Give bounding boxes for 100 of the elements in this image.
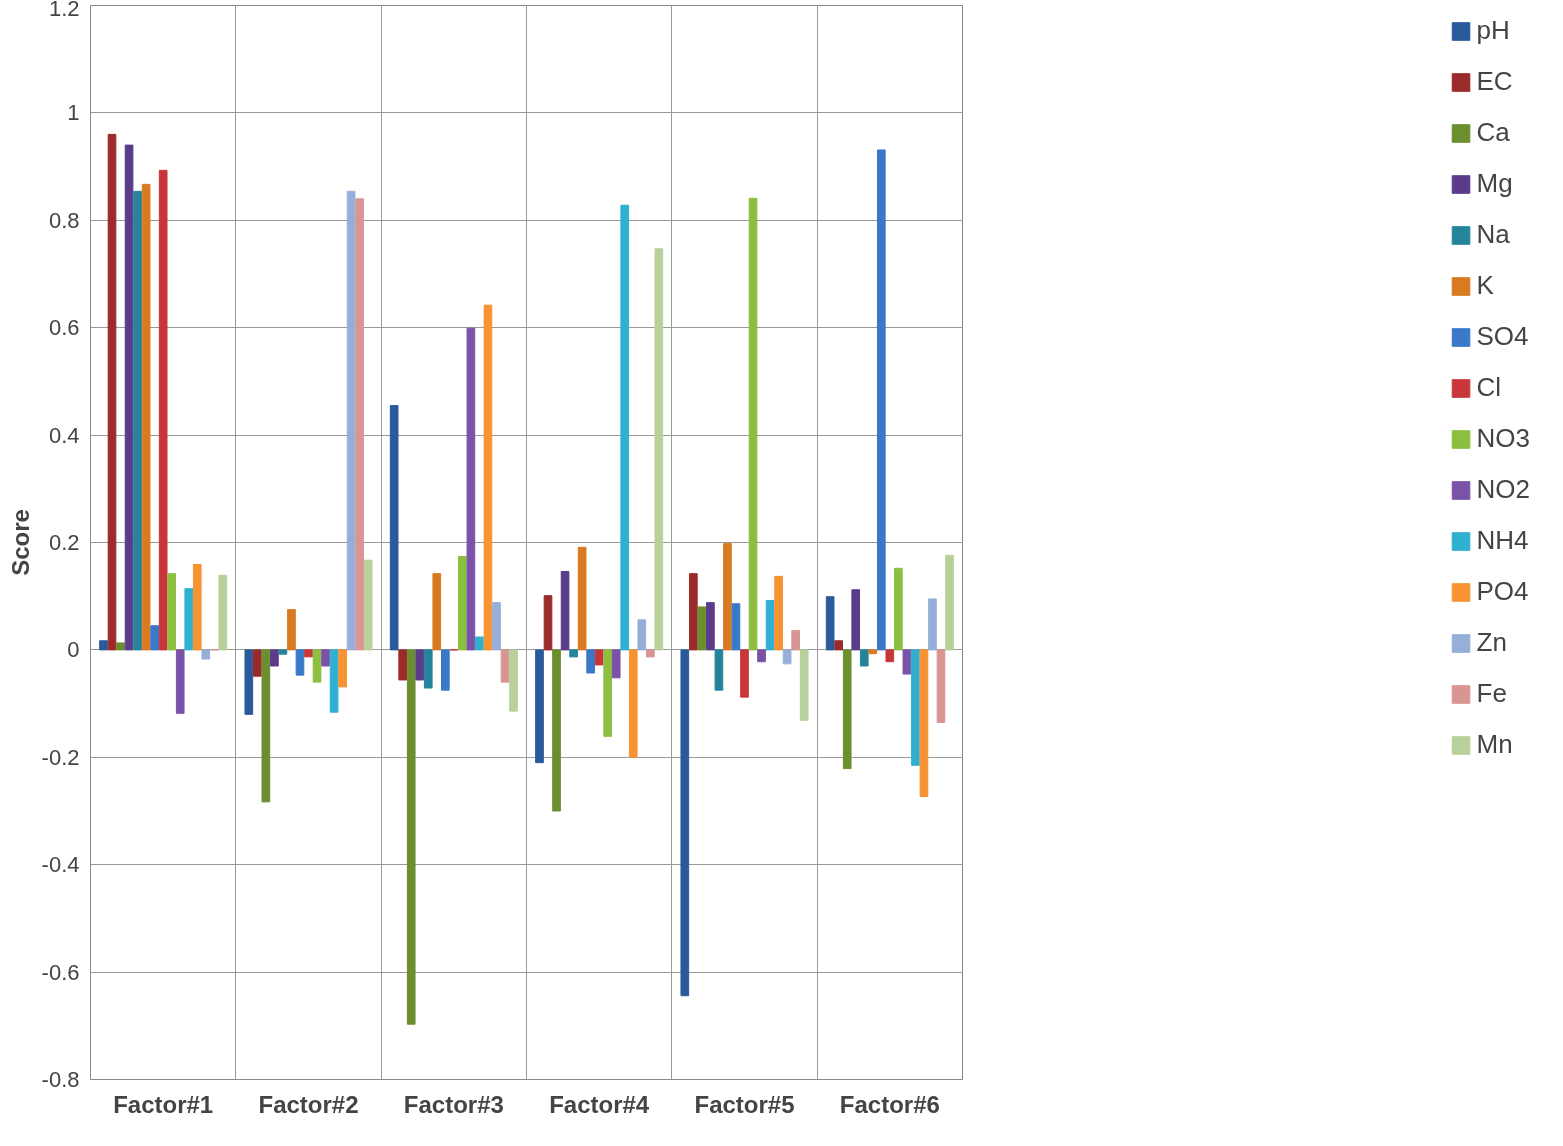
bar bbox=[603, 649, 613, 737]
bar bbox=[876, 149, 886, 651]
bar bbox=[500, 649, 510, 683]
bar bbox=[492, 602, 501, 651]
y-tick-label: 0.2 bbox=[48, 530, 80, 555]
bar bbox=[338, 649, 347, 688]
bar bbox=[158, 169, 168, 651]
x-tick-label: Factor#1 bbox=[113, 1090, 214, 1118]
bar bbox=[415, 649, 425, 681]
bar bbox=[475, 636, 484, 651]
legend-label: NO3 bbox=[1476, 423, 1530, 454]
bar bbox=[329, 649, 339, 713]
bar bbox=[859, 649, 869, 667]
bar bbox=[714, 649, 724, 691]
legend-label: K bbox=[1476, 270, 1495, 301]
bar bbox=[680, 649, 690, 997]
legend-label: pH bbox=[1476, 15, 1510, 46]
bar bbox=[654, 248, 664, 651]
x-tick-label: Factor#3 bbox=[403, 1090, 504, 1118]
bar bbox=[868, 649, 878, 655]
bar bbox=[535, 649, 544, 764]
bar bbox=[150, 625, 159, 651]
x-tick-label: Factor#5 bbox=[694, 1090, 795, 1118]
legend-label: NO2 bbox=[1476, 474, 1530, 505]
bar bbox=[304, 649, 313, 658]
bar bbox=[483, 304, 493, 651]
bar bbox=[278, 649, 288, 655]
y-axis-title: Score bbox=[6, 509, 34, 576]
bar bbox=[560, 571, 570, 651]
bar bbox=[355, 198, 364, 651]
y-tick-label: -0.4 bbox=[41, 852, 80, 878]
bar bbox=[287, 609, 296, 651]
legend-label: Fe bbox=[1476, 678, 1507, 709]
bar bbox=[432, 573, 442, 651]
bar bbox=[141, 183, 151, 651]
bar bbox=[552, 649, 561, 812]
legend-label: PO4 bbox=[1476, 576, 1529, 607]
bar bbox=[894, 567, 903, 651]
bar bbox=[697, 606, 707, 651]
y-tick-label: 1.2 bbox=[48, 0, 80, 21]
bar bbox=[192, 564, 202, 651]
y-tick-label: -0.2 bbox=[41, 744, 80, 770]
bar bbox=[389, 405, 399, 651]
bar bbox=[774, 575, 783, 651]
bar bbox=[312, 649, 322, 683]
y-tick-label: 0 bbox=[67, 637, 80, 663]
bar bbox=[586, 649, 595, 674]
bar bbox=[133, 190, 142, 651]
bar bbox=[577, 546, 587, 651]
bar bbox=[637, 619, 647, 651]
bar bbox=[885, 649, 895, 663]
bar bbox=[825, 596, 835, 651]
bar bbox=[116, 642, 125, 651]
bar bbox=[799, 649, 809, 721]
bar bbox=[645, 649, 655, 658]
bar bbox=[594, 649, 604, 666]
bar bbox=[902, 649, 912, 675]
bar bbox=[628, 649, 638, 758]
legend-label: EC bbox=[1476, 66, 1513, 97]
bar bbox=[740, 649, 749, 698]
bar bbox=[706, 602, 715, 651]
bar bbox=[620, 204, 630, 651]
bar bbox=[440, 649, 450, 691]
bar bbox=[261, 649, 271, 803]
legend-label: Zn bbox=[1476, 627, 1507, 658]
bar bbox=[543, 595, 553, 651]
bar bbox=[723, 543, 732, 651]
bar bbox=[791, 630, 800, 651]
x-tick-label: Factor#2 bbox=[258, 1090, 359, 1118]
bar bbox=[911, 649, 920, 766]
y-tick-label: 0.8 bbox=[48, 207, 80, 233]
bar bbox=[107, 133, 117, 651]
bar bbox=[406, 649, 416, 1025]
x-tick-label: Factor#6 bbox=[839, 1090, 940, 1118]
bar bbox=[295, 649, 305, 676]
bar bbox=[218, 574, 228, 651]
bar bbox=[834, 640, 844, 651]
y-tick-label: 1 bbox=[67, 100, 80, 126]
bar bbox=[851, 589, 861, 651]
bar bbox=[184, 588, 194, 651]
bar bbox=[689, 573, 698, 651]
bar bbox=[509, 649, 518, 712]
legend-label: Cl bbox=[1476, 372, 1502, 403]
bar bbox=[782, 649, 792, 665]
bar bbox=[748, 197, 758, 651]
bar bbox=[919, 649, 929, 797]
legend-label: SO4 bbox=[1476, 321, 1529, 352]
bar bbox=[757, 649, 766, 663]
x-tick-label: Factor#4 bbox=[549, 1090, 650, 1118]
bar bbox=[928, 598, 937, 651]
legend-label: Ca bbox=[1476, 117, 1510, 148]
bar bbox=[201, 649, 211, 660]
bar bbox=[398, 649, 408, 681]
bar bbox=[423, 649, 433, 689]
legend-label: Na bbox=[1476, 219, 1510, 250]
bar bbox=[611, 649, 621, 679]
bar bbox=[321, 649, 330, 667]
y-tick-label: 0.6 bbox=[48, 315, 80, 341]
legend-label: Mn bbox=[1476, 729, 1513, 760]
legend-label: Mg bbox=[1476, 168, 1513, 199]
